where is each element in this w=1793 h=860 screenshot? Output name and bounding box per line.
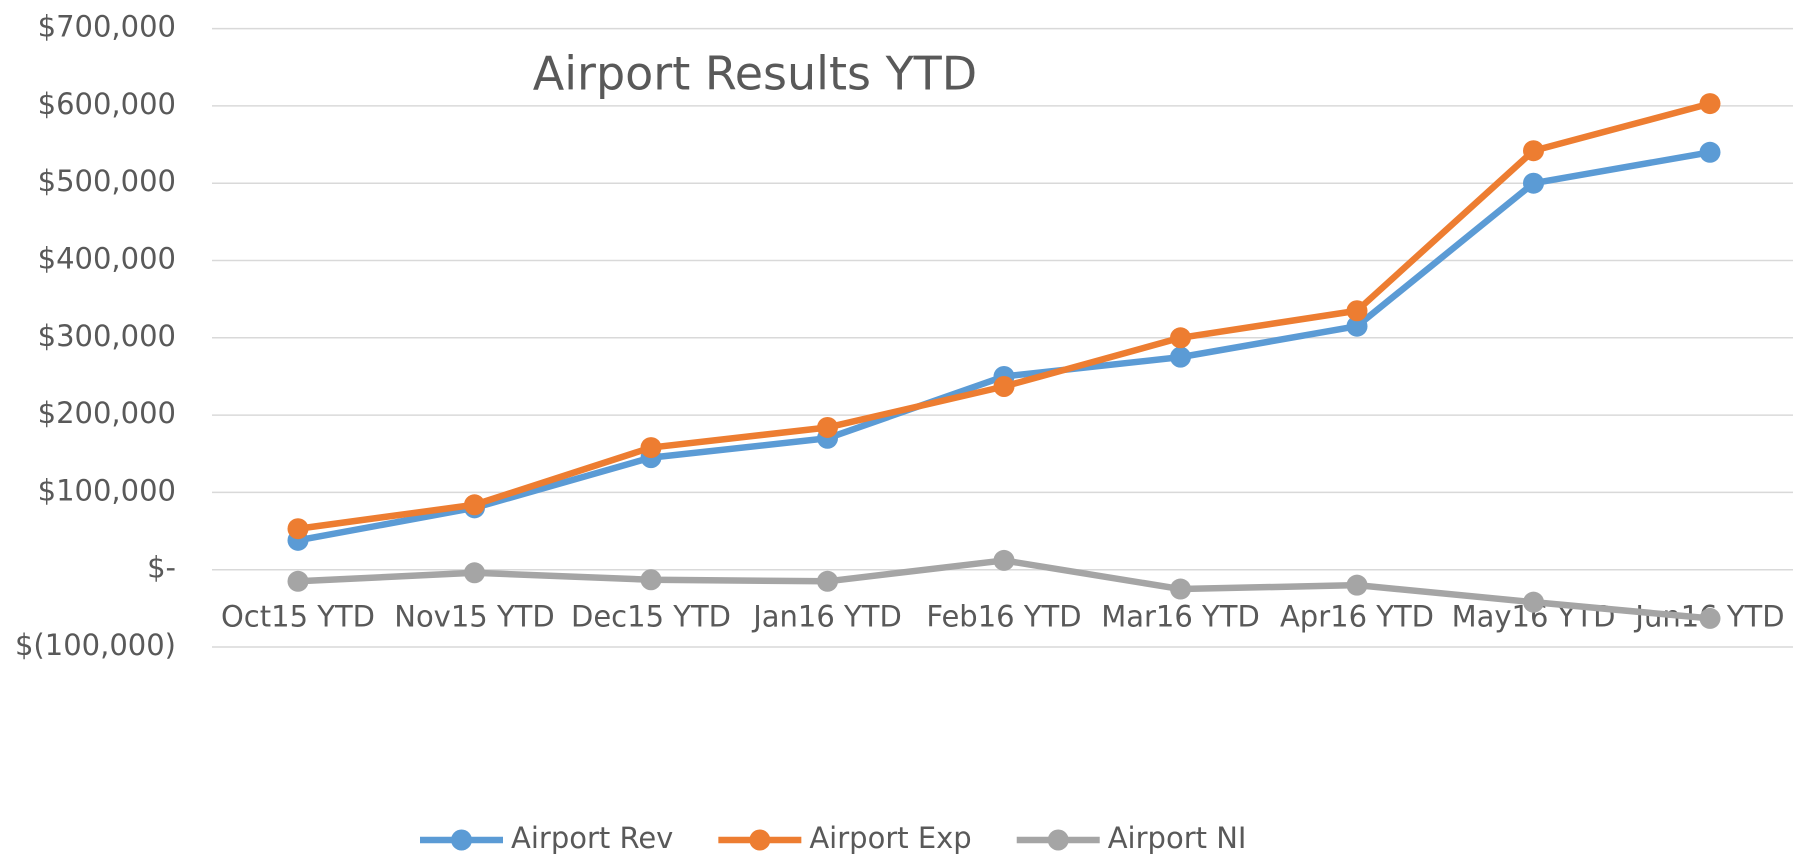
series-line xyxy=(294,149,1714,544)
data-point xyxy=(464,562,485,584)
data-point xyxy=(287,518,309,540)
x-tick-label: Dec15 YTD xyxy=(571,600,731,634)
data-point xyxy=(1523,140,1544,162)
data-point xyxy=(1699,141,1721,163)
x-tick-label: Apr16 YTD xyxy=(1280,600,1434,634)
data-point xyxy=(993,375,1015,397)
legend-marker xyxy=(1047,829,1069,851)
series-line xyxy=(294,100,1714,532)
data-point xyxy=(817,570,838,592)
legend-marker xyxy=(749,829,771,851)
grid: $(100,000) $- $100,000 $200,000 $300,000 $400… xyxy=(15,10,1793,662)
legend: Airport Rev Airport Exp Airport NI xyxy=(420,821,1246,855)
x-tick-label: Mar16 YTD xyxy=(1101,600,1260,634)
x-tick-label: Oct15 YTD xyxy=(221,600,375,634)
data-point xyxy=(1170,346,1191,368)
data-point xyxy=(1346,574,1368,596)
chart-title: Airport Results YTD xyxy=(533,47,977,101)
data-point xyxy=(464,494,485,516)
data-point xyxy=(1699,607,1721,629)
x-tick-label: Nov15 YTD xyxy=(394,600,554,634)
legend-label: Airport NI xyxy=(1108,821,1247,855)
data-point xyxy=(993,549,1015,571)
data-point xyxy=(1699,93,1721,115)
plot-area xyxy=(287,93,1721,629)
y-tick-label: $- xyxy=(147,551,176,585)
legend-label: Airport Rev xyxy=(511,821,673,855)
y-tick-label: $300,000 xyxy=(38,319,176,353)
y-tick-label: $200,000 xyxy=(38,396,176,430)
data-point xyxy=(1523,172,1544,194)
x-tick-label: Feb16 YTD xyxy=(926,600,1081,634)
data-point xyxy=(640,437,662,459)
data-point xyxy=(1523,591,1544,613)
data-point xyxy=(1346,300,1368,322)
y-tick-label: $600,000 xyxy=(38,87,176,121)
y-tick-label: $(100,000) xyxy=(15,628,176,662)
data-point xyxy=(1170,327,1191,349)
legend-marker xyxy=(451,829,472,851)
x-tick-label: Jan16 YTD xyxy=(751,600,902,634)
y-tick-label: $700,000 xyxy=(38,10,176,44)
y-tick-label: $500,000 xyxy=(38,164,176,198)
y-tick-label: $100,000 xyxy=(38,473,176,507)
data-point xyxy=(287,570,309,592)
y-tick-label: $400,000 xyxy=(38,242,176,276)
data-point xyxy=(817,416,838,438)
data-point xyxy=(640,569,662,591)
legend-label: Airport Exp xyxy=(809,821,971,855)
data-point xyxy=(1170,578,1191,600)
data-point xyxy=(1346,315,1368,337)
